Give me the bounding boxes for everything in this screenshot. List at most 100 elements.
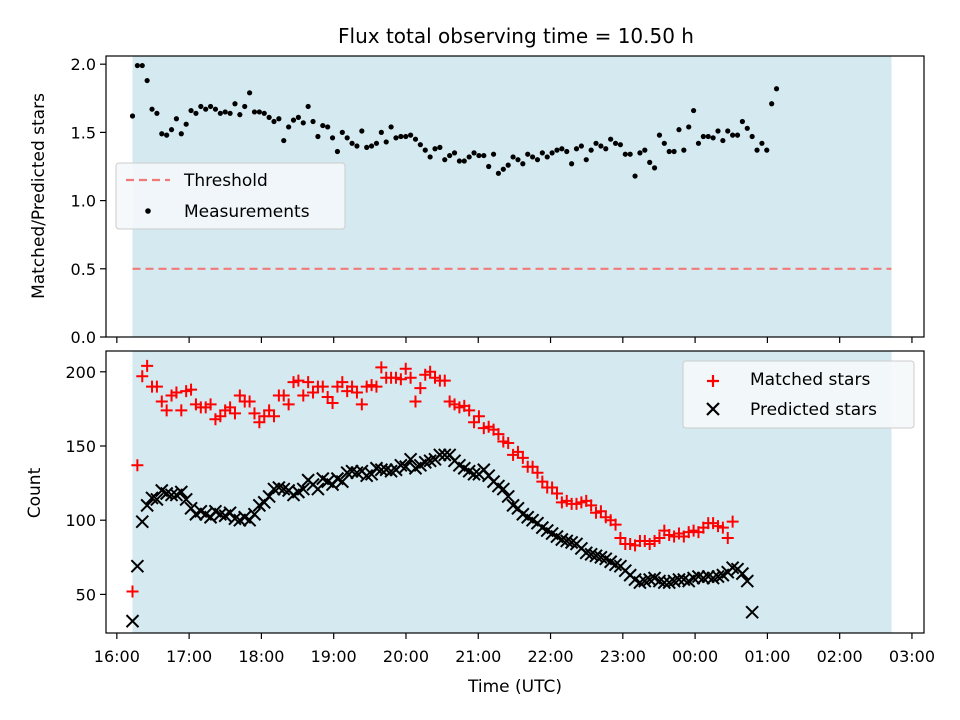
matched-point [355,398,368,411]
y-tick-label: 200 [65,363,96,382]
measurement-point [417,142,423,148]
measurement-point [764,147,770,153]
predicted-point [174,485,189,499]
matched-point [228,407,241,420]
measurement-point [515,157,521,163]
predicted-point [267,482,281,496]
measurement-point [529,154,536,160]
measurement-point [129,113,136,119]
measurement-point [344,135,350,141]
measurement-point [300,120,306,126]
measurement-point [510,154,516,160]
measurement-point [476,152,482,159]
matched-point [492,428,505,441]
measurement-point [422,147,428,153]
bottom-legend: Matched stars Predicted stars [682,360,915,429]
matched-point [472,410,485,423]
measurement-point [612,140,619,146]
measurement-point [671,148,677,155]
measurement-point [583,157,589,163]
measurement-point [222,109,228,115]
measurement-point [349,140,355,146]
matched-point [726,515,739,528]
matched-legend-swatch [707,375,719,387]
measurement-point [617,142,624,148]
measurement-point [647,159,653,165]
predicted-point [433,448,447,462]
matched-point [282,398,295,411]
y-tick-label: 100 [65,511,96,530]
measurement-point [710,135,716,141]
matched-point [326,396,339,409]
matched-point [126,585,139,598]
x-tick-label: 19:00 [311,647,357,666]
measurement-point [681,147,687,153]
measurement-point [432,146,438,152]
matched-point [277,389,290,402]
predicted-point [179,492,193,507]
predicted-point [359,468,374,483]
matched-point [502,437,515,450]
measurement-point [237,112,243,118]
predicted-point [335,474,350,489]
measurement-point [393,135,399,141]
predicted-point [662,575,676,590]
x-tick-label: 00:00 [672,647,718,666]
predicted-point [701,569,715,584]
measurement-point [447,152,453,159]
measurement-point [442,157,448,163]
measurement-point [334,148,341,155]
predicted-point [438,448,452,462]
measurement-point [676,127,682,133]
predicted-point [579,546,593,560]
measurement-point [232,101,238,107]
measurement-point [364,144,370,150]
measurement-point [212,106,219,112]
measurement-point [203,106,209,112]
predicted-point [725,560,740,575]
measurement-point [720,137,726,144]
measurement-point [266,114,272,120]
top-y-ticks: 0.0 0.5 1.0 1.5 2.0 [71,55,106,347]
bottom-panel: 50 100 150 200 16:00 17:00 18:00 19:00 20:00 21:… [25,350,935,697]
measurement-point [598,143,604,149]
measurement-point [320,122,326,129]
predicted-point [130,559,145,573]
measurement-point [368,143,375,149]
measurement-point [622,151,628,157]
measurement-point [549,150,555,156]
matched-point [243,395,256,408]
predicted-point [247,507,262,521]
x-tick-label: 20:00 [383,647,429,666]
matched-point [292,374,305,387]
measurement-point [661,140,667,146]
bottom-y-axis-label: Count [25,467,45,518]
x-tick-label: 17:00 [166,647,212,666]
matched-point [131,459,144,472]
matched-point [716,521,729,534]
bottom-x-ticks: 16:00 17:00 18:00 19:00 20:00 21:00 22:00 23:00… [94,633,935,666]
x-tick-label: 16:00 [94,647,140,666]
measurement-point [466,154,472,160]
measurement-point [359,128,365,134]
measurement-point [256,109,262,115]
measurement-point [700,133,706,140]
x-tick-label: 22:00 [527,647,573,666]
predicted-point [706,571,720,585]
matched-point [302,376,315,389]
measurement-point [412,136,419,142]
predicted-point [150,492,164,507]
x-tick-label: 21:00 [455,647,501,666]
measurement-point [744,125,750,131]
matched-point [267,410,280,423]
measurement-point [588,147,594,153]
threshold-legend-label: Threshold [183,171,268,191]
measurement-point [188,107,194,114]
predicted-point [501,489,515,504]
matched-point [399,362,412,375]
measurement-point [637,150,643,156]
measurement-point [329,135,336,141]
measurement-point [378,129,384,135]
matched-point [653,532,666,545]
